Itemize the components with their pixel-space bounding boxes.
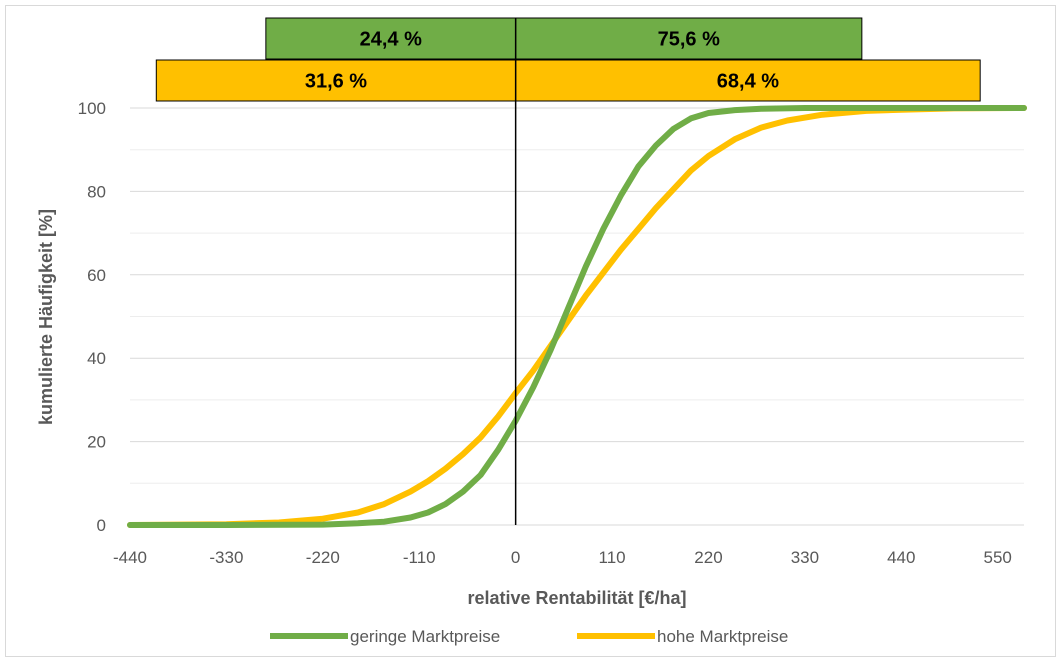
x-tick-label: 550 [984,548,1012,567]
series-line [127,105,1027,528]
x-tick-label: 330 [791,548,819,567]
split-bars: 24,4 % 75,6 % 31,6 % 68,4 % [155,17,981,102]
x-axis-title: relative Rentabilität [€/ha] [467,588,686,608]
split-bar-right [515,17,863,60]
split-bar-right-label: 75,6 % [658,29,720,51]
split-bar-right-label: 68,4 % [717,71,779,93]
split-bar-right [515,59,981,102]
x-tick-label: -110 [403,548,436,567]
x-tick-label: 110 [599,548,626,567]
grid-lines [130,107,1024,526]
y-tick-label: 60 [87,266,106,285]
y-tick-label: 80 [87,182,106,201]
y-axis-ticks: 0 20 40 60 80 100 [78,99,106,535]
y-tick-label: 100 [78,99,106,118]
x-tick-label: -330 [209,548,243,567]
x-tick-label: 220 [694,548,722,567]
x-tick-label: -220 [306,548,340,567]
x-tick-label: 440 [887,548,915,567]
split-bar-left-label: 31,6 % [305,71,367,93]
split-bar-left-label: 24,4 % [360,29,422,51]
x-tick-label: -440 [113,548,147,567]
chart-frame [5,5,1056,657]
y-tick-label: 0 [97,516,106,535]
split-bar-left [265,17,517,60]
legend-label: hohe Marktpreise [657,627,788,646]
legend-label: geringe Marktpreise [350,627,500,646]
x-tick-label: 0 [511,548,520,567]
y-axis-title: kumulierte Häufigkeit [%] [36,209,56,425]
legend: geringe Marktpreise hohe Marktpreise [270,627,788,646]
y-tick-label: 40 [87,349,106,368]
y-tick-label: 20 [87,433,106,452]
series-line [127,105,1027,528]
x-axis-ticks: -440 -330 -220 -110 0 110 220 330 440 550 [113,548,1012,567]
series-lines [127,105,1027,528]
